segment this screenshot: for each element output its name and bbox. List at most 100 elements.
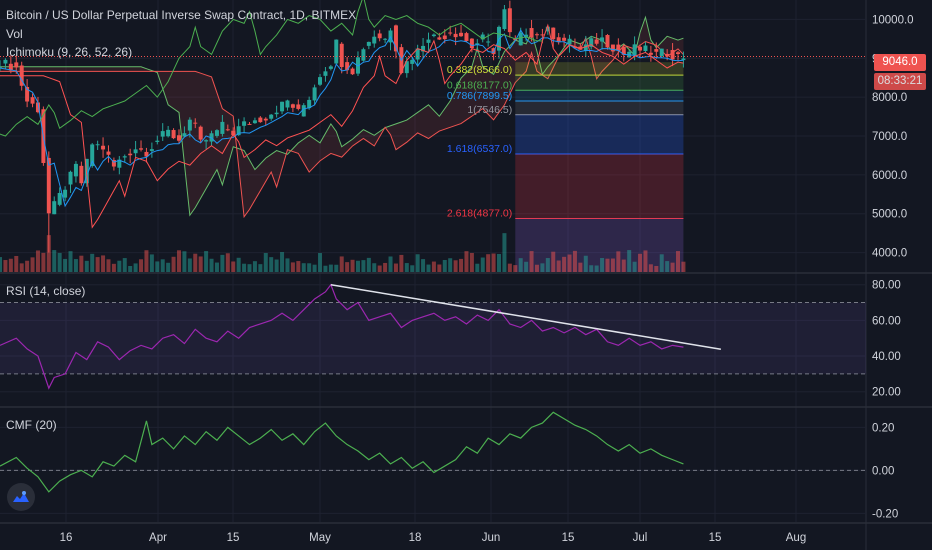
candle (68, 171, 73, 185)
fib-zone (515, 90, 684, 102)
volume-bar (670, 262, 675, 272)
candle (236, 126, 241, 136)
volume-bar (242, 263, 247, 272)
volume-bar (247, 264, 252, 272)
volume-bar (627, 250, 632, 272)
volume-bar (518, 258, 523, 272)
volume-legend[interactable]: Vol (6, 27, 23, 41)
kijun-line (0, 23, 684, 229)
candle (366, 41, 371, 46)
volume-bar (589, 265, 594, 272)
volume-bar (231, 261, 236, 272)
volume-bar (605, 258, 610, 272)
volume-bar (274, 259, 279, 272)
volume-bar (214, 262, 219, 272)
candle (220, 121, 225, 134)
candle (545, 26, 550, 32)
volume-bar (551, 251, 556, 272)
volume-bar (166, 262, 171, 272)
fib-level-label: 1(7546.5) (467, 104, 512, 116)
volume-bar (307, 263, 312, 272)
candle (345, 62, 350, 71)
candle (507, 8, 512, 33)
volume-bar (63, 258, 68, 272)
fib-extension-zone (515, 218, 684, 272)
volume-bar (30, 257, 35, 272)
candle (312, 87, 317, 101)
volume-bar (676, 251, 680, 272)
candle (567, 38, 572, 45)
candle (480, 34, 485, 40)
x-tick-label: 15 (709, 532, 722, 544)
candle (139, 148, 144, 150)
volume-bar (176, 250, 181, 272)
price-tick-label: 8000.0 (872, 92, 907, 104)
volume-bar (220, 254, 225, 272)
rsi-band-fill (0, 302, 866, 374)
countdown-badge: 08:33:21 (874, 73, 926, 90)
candle (242, 121, 247, 126)
tradingview-logo-icon[interactable] (7, 483, 35, 511)
volume-bar (318, 253, 323, 272)
candle (431, 34, 436, 37)
candle (133, 149, 138, 154)
candle (643, 45, 648, 52)
volume-bar (84, 260, 89, 272)
volume-bar (193, 253, 198, 272)
candle (214, 130, 219, 136)
candle (290, 104, 295, 108)
candle (518, 32, 523, 46)
x-tick-label: Apr (149, 532, 167, 544)
candle (101, 145, 106, 150)
candle (540, 34, 545, 36)
volume-bar (101, 255, 106, 272)
volume-bar (632, 261, 637, 272)
volume-bar (388, 256, 393, 272)
volume-bar (442, 259, 447, 272)
volume-bar (393, 263, 398, 272)
volume-bar (437, 264, 442, 272)
volume-bar (160, 259, 165, 272)
candle (122, 156, 127, 158)
rsi-legend[interactable]: RSI (14, close) (6, 284, 86, 298)
candle (648, 52, 653, 55)
candle (383, 38, 388, 40)
fib-level-label: 1.618(6537.0) (447, 143, 512, 155)
candle (111, 159, 116, 167)
volume-bar (529, 251, 534, 272)
candle (166, 129, 171, 137)
volume-bar (638, 253, 643, 272)
volume-bar (415, 254, 420, 272)
volume-bar (610, 258, 615, 272)
candle (35, 102, 40, 113)
x-tick-label: Jul (633, 532, 648, 544)
ichimoku-legend[interactable]: Ichimoku (9, 26, 52, 26) (6, 45, 133, 59)
volume-bar (659, 254, 664, 272)
candle (616, 44, 621, 51)
candle (464, 33, 469, 41)
candle (442, 35, 447, 40)
cmf-tick-label: 0.20 (872, 422, 894, 434)
volume-bar (171, 256, 176, 272)
candle (415, 48, 420, 60)
x-tick-label: Jun (482, 532, 501, 544)
volume-bar (41, 252, 46, 272)
candle (193, 122, 198, 124)
candle (160, 131, 165, 137)
volume-bar (426, 264, 431, 272)
candle (182, 133, 187, 137)
volume-bar (459, 258, 464, 272)
candle (638, 46, 643, 51)
candle (57, 192, 62, 205)
volume-bar (345, 262, 350, 272)
candle (459, 32, 464, 37)
candle (676, 52, 680, 55)
volume-bar (117, 260, 122, 272)
volume-bar (204, 251, 209, 272)
candle (372, 36, 377, 44)
x-tick-label: 15 (227, 532, 240, 544)
candle (551, 27, 556, 40)
cmf-legend[interactable]: CMF (20) (6, 418, 57, 432)
